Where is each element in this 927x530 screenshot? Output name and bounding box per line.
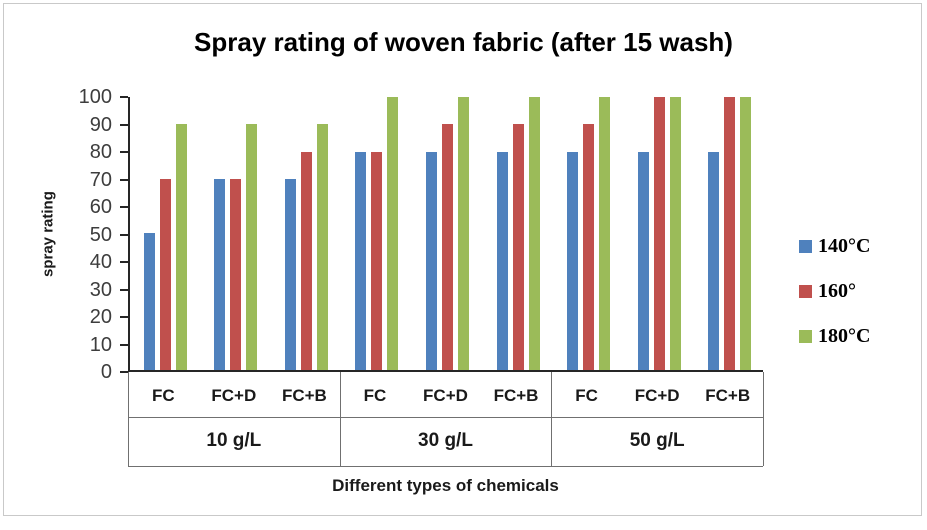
x-category-label: FC <box>575 386 598 405</box>
plot-area <box>128 97 763 372</box>
bar <box>740 97 751 370</box>
bar <box>724 97 735 370</box>
legend-label: 160° <box>818 279 856 302</box>
bar <box>285 179 296 370</box>
x-category-label: FC+B <box>493 386 539 405</box>
group-separator-line <box>128 372 129 466</box>
bar <box>160 179 171 370</box>
chart-title: Spray rating of woven fabric (after 15 w… <box>194 27 733 57</box>
x-group-label: 10 g/L <box>206 430 262 451</box>
bar <box>301 152 312 370</box>
bar <box>144 233 155 370</box>
bar <box>529 97 540 370</box>
bar <box>176 124 187 370</box>
bar <box>458 97 469 370</box>
bar <box>246 124 257 370</box>
y-tick-label: 70 <box>89 168 112 191</box>
bar <box>371 152 382 370</box>
bar <box>355 152 366 370</box>
x-category-label: FC <box>363 386 387 405</box>
y-tick-mark <box>120 261 128 263</box>
y-tick-label: 50 <box>89 223 112 246</box>
legend-item: 140°C <box>799 234 870 258</box>
legend: 140°C 160° 180°C <box>799 234 870 369</box>
x-axis-title: Different types of chemicals <box>332 476 559 495</box>
legend-item: 160° <box>799 279 870 303</box>
y-tick-mark <box>120 151 128 153</box>
bar <box>426 152 437 370</box>
legend-label: 180°C <box>818 324 871 347</box>
bar <box>387 97 398 370</box>
bar <box>583 124 594 370</box>
axis-bottom-line <box>128 466 763 467</box>
y-tick-mark <box>120 316 128 318</box>
y-tick-mark <box>120 206 128 208</box>
x-category-label: FC+D <box>423 386 468 405</box>
bar <box>599 97 610 370</box>
x-group-label: 50 g/L <box>629 430 685 451</box>
bar <box>442 124 453 370</box>
bar <box>497 152 508 370</box>
x-category-label: FC+B <box>281 386 327 405</box>
bar <box>670 97 681 370</box>
bar <box>214 179 225 370</box>
x-category-label: FC+B <box>705 386 751 405</box>
y-tick-label: 30 <box>89 278 112 301</box>
y-tick-label: 90 <box>89 113 112 136</box>
bar <box>567 152 578 370</box>
group-separator-line <box>340 372 341 466</box>
group-separator-line <box>551 372 552 466</box>
y-tick-label: 40 <box>89 251 112 273</box>
x-group-label: 30 g/L <box>418 430 473 451</box>
bar <box>708 152 719 370</box>
x-category-label: FC+D <box>634 386 680 405</box>
x-category-label: FC <box>151 386 175 405</box>
y-tick-mark <box>120 123 128 126</box>
legend-item: 180°C <box>799 324 870 348</box>
bar <box>230 179 241 370</box>
group-separator-line <box>763 372 764 466</box>
legend-label: 140°C <box>818 234 871 257</box>
bar <box>638 152 649 370</box>
bar <box>317 124 328 370</box>
category-separator-line <box>128 417 763 418</box>
legend-swatch <box>799 239 812 253</box>
y-tick-label: 10 <box>89 333 112 356</box>
y-tick-label: 0 <box>100 361 112 383</box>
y-tick-mark <box>120 233 128 236</box>
y-tick-mark <box>120 343 128 346</box>
y-tick-mark <box>120 288 128 291</box>
x-category-label: FC+D <box>211 386 257 405</box>
legend-swatch <box>799 329 812 343</box>
legend-swatch <box>799 284 812 298</box>
y-tick-label: 80 <box>89 141 112 163</box>
y-tick-mark <box>120 178 128 181</box>
y-tick-label: 100 <box>78 86 112 108</box>
bar <box>654 97 665 370</box>
y-tick-label: 60 <box>89 196 112 218</box>
y-tick-mark <box>120 96 128 98</box>
bar <box>513 124 524 370</box>
y-tick-mark <box>120 371 128 373</box>
y-tick-label: 20 <box>89 306 112 328</box>
